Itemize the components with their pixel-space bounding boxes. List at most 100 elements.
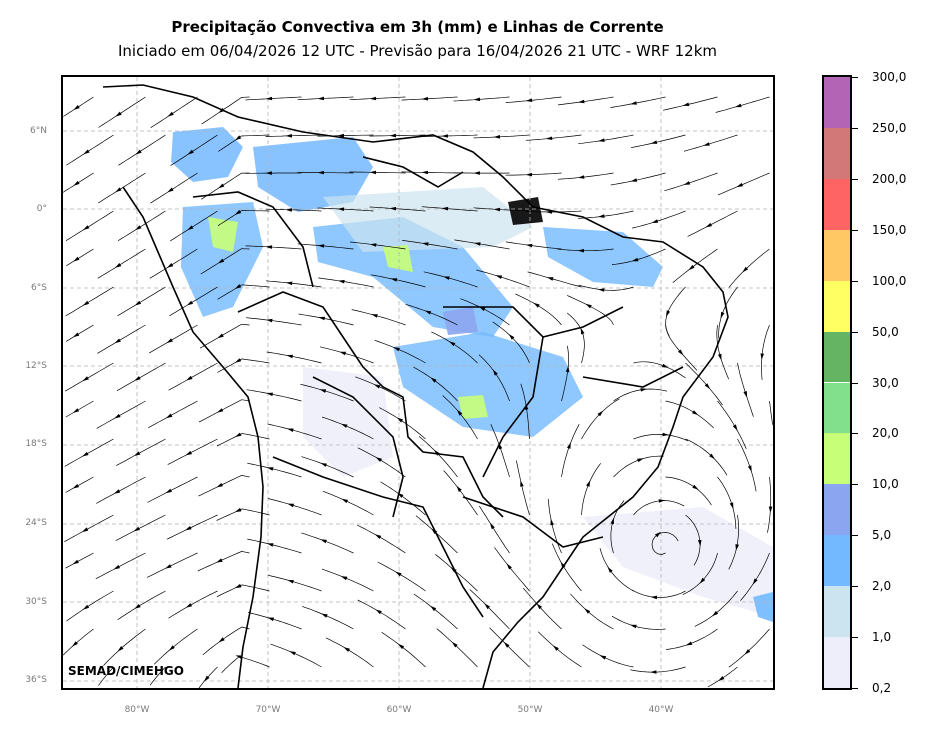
streamline (761, 324, 770, 380)
south-america-coastline (102, 84, 729, 688)
streamline-arrow (186, 375, 193, 381)
streamline (63, 628, 94, 656)
streamline (302, 606, 354, 630)
streamline-arrow (396, 417, 404, 423)
lat-label: 12°S (25, 361, 47, 371)
map-frame[interactable] (61, 75, 775, 690)
streamline-arrow (478, 306, 486, 311)
streamline-arrow (72, 332, 80, 338)
streamline-arrow (265, 245, 273, 249)
streamline (431, 331, 478, 364)
streamline (717, 476, 737, 529)
streamline-arrow (743, 391, 748, 398)
streamline-arrow (651, 219, 659, 223)
streamline (297, 96, 354, 101)
streamline (65, 210, 114, 241)
lon-label: 60°W (386, 705, 412, 715)
streamline-arrow (166, 263, 174, 268)
streamline-arrow (73, 256, 80, 262)
streamline (561, 345, 569, 402)
streamline-arrow (640, 388, 647, 392)
map-canvas[interactable] (63, 77, 773, 688)
streamline (369, 206, 426, 212)
lon-label: 40°W (648, 705, 674, 715)
streamline-arrow (72, 559, 79, 565)
colorbar-label: 250,0 (872, 120, 907, 135)
streamline-arrow (441, 134, 448, 138)
streamline-arrow (234, 432, 242, 437)
streamline (728, 628, 770, 668)
streamline (610, 500, 625, 554)
lat-label: 6°S (31, 283, 47, 293)
streamline-arrow (317, 244, 325, 248)
streamline (685, 514, 701, 566)
streamline-arrow (474, 242, 481, 246)
streamline-arrow (580, 327, 585, 335)
streamline-arrow (631, 257, 639, 262)
streamline (663, 96, 718, 111)
streamline-arrow (495, 275, 503, 279)
streamline-arrow (493, 207, 501, 212)
streamline-arrow (735, 544, 739, 551)
streamline-arrow (424, 310, 432, 315)
streamline (566, 295, 614, 326)
streamline-arrow (732, 424, 738, 431)
streamline (489, 627, 530, 668)
colorbar-swatch (824, 178, 850, 230)
streamline-arrow (699, 577, 706, 584)
streamline (443, 470, 478, 516)
streamline (418, 436, 458, 478)
streamline-arrow (266, 467, 274, 471)
streamline-arrow (234, 209, 242, 215)
streamline-arrow (218, 637, 225, 643)
streamline (665, 400, 714, 429)
streamline (442, 395, 478, 440)
streamline-arrow (760, 353, 764, 360)
streamline (202, 626, 250, 656)
map-title: Precipitação Convectiva em 3h (mm) e Lin… (171, 18, 664, 36)
streamline-arrow (285, 281, 293, 286)
streamline-arrow (598, 214, 605, 218)
streamline (454, 239, 510, 250)
streamline-arrow (525, 172, 532, 177)
streamline-arrow (338, 279, 345, 284)
streamline-arrow (720, 311, 725, 319)
precip-area-mato-grosso (393, 332, 583, 437)
streamline-arrow (286, 354, 293, 359)
streamline-arrow (216, 558, 223, 563)
streamline-arrow (736, 182, 743, 188)
streamline-arrow (567, 442, 571, 449)
streamline-arrow (493, 135, 501, 139)
streamline (246, 389, 302, 402)
streamline-arrow (492, 369, 498, 376)
streamline-arrow (82, 300, 90, 306)
streamline-arrow (289, 651, 296, 656)
streamline-arrow (369, 170, 376, 175)
streamline (115, 514, 166, 541)
streamline (349, 241, 406, 250)
border-bolivia-paraguay (312, 376, 404, 518)
streamline (737, 362, 754, 417)
streamline-arrow (319, 389, 327, 393)
streamline (578, 134, 634, 145)
streamline-arrow (82, 451, 89, 457)
streamline (599, 548, 634, 592)
streamline-arrow (498, 442, 503, 450)
streamline (98, 666, 114, 686)
colorbar (822, 75, 852, 690)
streamline-arrow (752, 578, 758, 585)
streamline-arrow (742, 266, 749, 273)
streamline-arrow (610, 517, 614, 525)
colorbar-tick (852, 382, 858, 384)
streamlines (63, 96, 773, 688)
streamline (201, 172, 250, 200)
streamline-arrow (450, 567, 457, 573)
streamline (370, 274, 426, 288)
colorbar-label: 10,0 (872, 477, 899, 492)
streamline (117, 210, 166, 241)
streamline (148, 400, 198, 429)
streamline (321, 416, 374, 440)
streamline-arrow (216, 408, 224, 413)
streamline (116, 438, 166, 466)
streamline (170, 210, 218, 242)
